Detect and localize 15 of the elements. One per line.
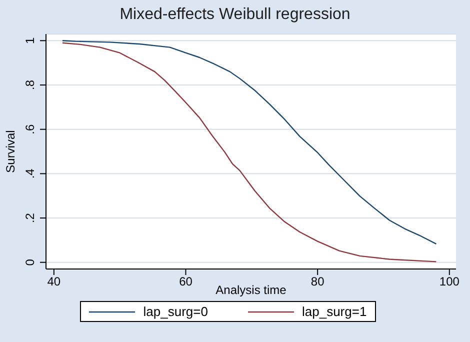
y-tick-label: .8 <box>23 80 37 90</box>
x-tick-label: 40 <box>47 274 61 289</box>
y-tick-label: 1 <box>23 36 37 44</box>
chart-title: Mixed-effects Weibull regression <box>118 6 352 24</box>
x-tick-label: 80 <box>310 274 325 289</box>
y-tick-label: .6 <box>23 124 37 134</box>
x-tick-label: 100 <box>439 274 460 289</box>
x-axis-title: Analysis time <box>216 283 287 297</box>
y-axis-title: Survival <box>3 130 18 173</box>
legend-label: lap_surg=0 <box>142 304 208 319</box>
y-tick-label: .4 <box>23 168 37 179</box>
legend-label: lap_surg=1 <box>301 304 367 319</box>
y-tick-label: 0 <box>23 258 37 266</box>
y-tick-label: .2 <box>23 212 37 224</box>
x-tick-label: 60 <box>179 274 193 289</box>
